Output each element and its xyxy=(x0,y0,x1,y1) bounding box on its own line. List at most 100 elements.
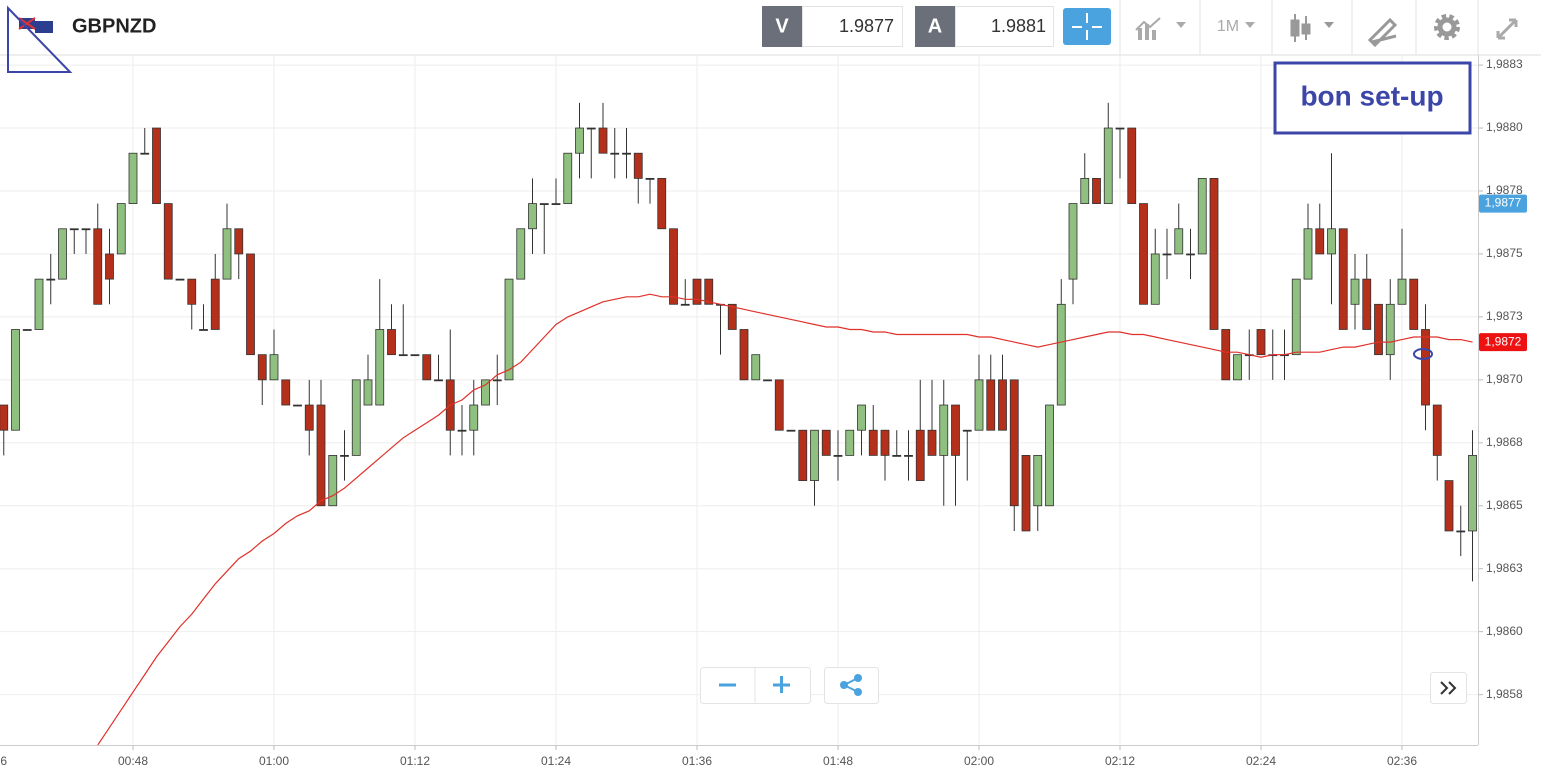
candle-body xyxy=(927,429,937,456)
candle-body xyxy=(351,379,361,456)
candle-body xyxy=(1033,455,1043,507)
candle-body xyxy=(657,177,667,230)
candle-body xyxy=(1303,228,1313,280)
y-tick-label: 1,9883 xyxy=(1486,57,1523,71)
candle-body xyxy=(539,203,549,205)
bid-button[interactable] xyxy=(762,6,802,47)
ask-price: 1.9881 xyxy=(991,16,1046,36)
price-tag xyxy=(1479,333,1527,352)
candle-body xyxy=(810,429,819,481)
candle-body xyxy=(187,278,197,305)
y-tick-label: 1,9875 xyxy=(1486,246,1523,260)
chart-type-button[interactable] xyxy=(1135,17,1186,40)
share-button[interactable] xyxy=(824,667,879,704)
settings-button[interactable] xyxy=(1434,14,1460,40)
candle-body xyxy=(1291,278,1301,356)
candle-body xyxy=(504,278,514,381)
ask-box xyxy=(955,6,1054,47)
candle-body xyxy=(962,429,972,432)
candle-body xyxy=(1397,278,1407,305)
candle-body xyxy=(880,429,890,456)
candle-body xyxy=(610,152,620,155)
candle-body xyxy=(821,429,831,456)
drawing-ellipse xyxy=(1413,348,1433,360)
candle-body xyxy=(69,228,79,231)
y-tick-label: 1,9860 xyxy=(1486,624,1523,638)
crosshair-button[interactable] xyxy=(1063,8,1111,45)
candle-body xyxy=(727,303,737,330)
candle-body xyxy=(422,354,432,381)
candle-body xyxy=(410,354,420,357)
candle-body xyxy=(1374,303,1383,356)
annotation: bon set-up xyxy=(1300,80,1443,111)
candle-body xyxy=(704,278,714,305)
candle-body xyxy=(1362,278,1372,330)
candle-body xyxy=(1221,329,1231,381)
candle-body xyxy=(1045,404,1054,507)
candle-body xyxy=(939,404,949,456)
candle-body xyxy=(1327,228,1336,255)
candle-body xyxy=(586,127,596,130)
candle-body xyxy=(316,404,326,507)
timeframe-caret xyxy=(1245,22,1255,28)
drawing-tool-button[interactable] xyxy=(1367,17,1398,48)
candle-body xyxy=(622,152,631,155)
y-tick-label: 1,9858 xyxy=(1486,687,1523,701)
x-tick-label: 02:12 xyxy=(1105,754,1135,768)
candle-body xyxy=(692,278,702,305)
y-tick-label: 1,9870 xyxy=(1486,372,1523,386)
candle-type-button[interactable] xyxy=(1290,14,1334,42)
candle-body xyxy=(751,354,761,381)
timeframe-button[interactable]: 1M xyxy=(1217,18,1239,35)
candle-body xyxy=(904,455,913,457)
candle-body xyxy=(974,379,984,431)
y-tick-label: 1,9868 xyxy=(1486,435,1523,449)
candle-body xyxy=(845,429,855,456)
ask-button[interactable] xyxy=(915,6,955,47)
candle-body xyxy=(739,329,749,381)
candle-body xyxy=(833,455,843,457)
price-tag xyxy=(1479,194,1527,213)
toolbar-separators xyxy=(1119,0,1479,55)
candle-body xyxy=(551,203,561,205)
plot-area xyxy=(0,102,1477,745)
scroll-right-button[interactable] xyxy=(1430,672,1467,704)
candle-body xyxy=(1009,379,1019,507)
x-tick-label: 00:36 xyxy=(0,754,7,768)
zoom-in-button[interactable] xyxy=(773,676,790,693)
candle-body xyxy=(398,354,408,357)
x-tick-label: 01:00 xyxy=(259,754,289,768)
bid-label: V xyxy=(775,15,789,37)
y-tick-label: 1,9863 xyxy=(1486,561,1523,575)
candle-body xyxy=(269,354,279,381)
candle-body xyxy=(469,404,479,431)
candle-body xyxy=(199,329,208,331)
candle-body xyxy=(1197,177,1207,255)
candle-body xyxy=(46,278,56,281)
candle-body xyxy=(1456,530,1466,533)
x-tick-label: 02:24 xyxy=(1246,754,1276,768)
candle-body xyxy=(1092,177,1101,204)
annotation-box xyxy=(1273,61,1472,135)
candle-body xyxy=(1233,354,1242,381)
candle-body xyxy=(152,127,161,204)
candle-body xyxy=(281,379,291,406)
x-tick-label: 01:48 xyxy=(823,754,853,768)
candle-body xyxy=(774,379,784,431)
candle-body xyxy=(163,203,173,280)
y-tick-label: 1,9878 xyxy=(1486,183,1523,197)
candle-body xyxy=(1150,253,1160,305)
x-tick-label: 01:36 xyxy=(682,754,712,768)
candle-body xyxy=(58,228,67,280)
candle-body xyxy=(22,329,32,331)
candle-body xyxy=(340,455,349,457)
candle-body xyxy=(1056,303,1066,406)
x-tick-label: 01:12 xyxy=(400,754,430,768)
moving-average xyxy=(97,293,1473,745)
candle-body xyxy=(34,278,44,330)
bid-box xyxy=(802,6,903,47)
candle-body xyxy=(434,379,443,382)
candle-body xyxy=(234,228,244,255)
fullscreen-button[interactable] xyxy=(1496,18,1518,40)
